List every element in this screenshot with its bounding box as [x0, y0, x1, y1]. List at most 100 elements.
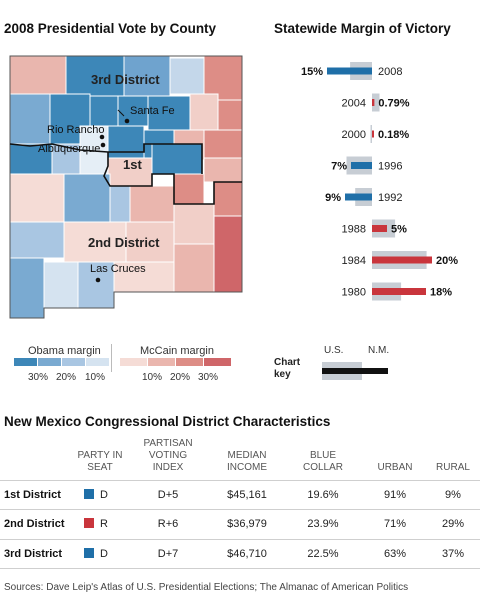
- year-label: 1988: [342, 224, 366, 236]
- value-label: 0.18%: [378, 129, 409, 141]
- legend-swatch-obama: [14, 358, 37, 366]
- district-border: [108, 143, 203, 174]
- legend-tick: 30%: [198, 372, 219, 383]
- county: [9, 257, 45, 319]
- legend-tick: 10%: [142, 372, 163, 383]
- city-dot-albuquerque: [100, 142, 106, 148]
- value-label: 0.79%: [378, 98, 409, 110]
- margin-chart: 2008 15% 2004 0.79% 2000 0.18% 1996 7% 1992 9% 198…: [301, 62, 458, 301]
- legend-swatch-obama: [38, 358, 61, 366]
- row-blue-collar: 19.6%: [307, 489, 339, 501]
- county: [9, 221, 65, 259]
- county: [9, 173, 65, 223]
- row-urban: 63%: [383, 548, 407, 560]
- row-divider: [0, 509, 480, 510]
- county-map: [9, 55, 243, 319]
- county: [9, 93, 51, 145]
- county: [107, 157, 153, 187]
- col-header-rural: RURAL: [436, 462, 470, 473]
- us-margin-bar: [370, 125, 372, 143]
- chart-key-title: Chart key: [274, 357, 301, 380]
- row-pvi: D+5: [157, 489, 179, 501]
- county: [217, 99, 243, 131]
- city-label-rio-rancho: Rio Rancho: [47, 124, 105, 136]
- state-outline: [9, 55, 243, 319]
- col-header-income: MEDIAN INCOME: [227, 450, 267, 473]
- year-label: 1996: [378, 161, 402, 173]
- district-borders: [9, 143, 242, 205]
- year-label: 2008: [378, 66, 402, 78]
- col-header-pvi: PARTISAN VOTING INDEX: [143, 438, 193, 473]
- legend-obama-label: Obama margin: [28, 345, 101, 357]
- county: [63, 173, 111, 223]
- county: [125, 221, 175, 263]
- legend-divider: [111, 344, 112, 372]
- value-label: 18%: [430, 287, 452, 299]
- nm-margin-bar: [372, 99, 375, 106]
- city-dot-rio-rancho: [99, 134, 105, 140]
- city-label-santa-fe: Santa Fe: [130, 105, 175, 117]
- row-pvi: D+7: [157, 548, 179, 560]
- value-label: 20%: [436, 255, 458, 267]
- row-party: D: [84, 548, 124, 560]
- map-title: 2008 Presidential Vote by County: [4, 21, 217, 36]
- santa-fe-leader: [117, 109, 125, 117]
- row-district: 2nd District: [4, 518, 65, 530]
- county-fills: [9, 55, 243, 319]
- us-margin-bar: [372, 93, 380, 112]
- county: [169, 57, 205, 95]
- year-label: 2000: [342, 129, 366, 141]
- nm-margin-bar: [372, 225, 387, 232]
- county: [109, 185, 131, 223]
- row-income: $36,979: [227, 518, 267, 530]
- county: [9, 143, 53, 175]
- row-blue-collar: 23.9%: [307, 518, 339, 530]
- county: [203, 157, 243, 183]
- city-dots: [95, 118, 130, 283]
- row-blue-collar: 22.5%: [307, 548, 339, 560]
- city-label-las-cruces: Las Cruces: [90, 263, 146, 275]
- source-note: Sources: Dave Leip's Atlas of U.S. Presi…: [4, 582, 409, 593]
- nm-margin-bar: [372, 130, 374, 138]
- year-label: 1984: [342, 255, 366, 267]
- county: [203, 55, 243, 101]
- city-label-albuquerque: Albuquerque: [38, 143, 101, 155]
- row-income: $45,161: [227, 489, 267, 501]
- legend-swatch-mccain: [176, 358, 203, 366]
- county: [77, 261, 115, 309]
- row-urban: 71%: [383, 518, 407, 530]
- year-label: 1980: [342, 287, 366, 299]
- county: [203, 129, 243, 159]
- chart-title: Statewide Margin of Victory: [274, 21, 451, 36]
- district-label-3rd: 3rd District: [91, 72, 160, 87]
- row-district: 3rd District: [4, 548, 63, 560]
- value-label: 9%: [325, 192, 341, 204]
- row-divider: [0, 539, 480, 540]
- city-dot-santa-fe: [124, 118, 130, 124]
- value-label: 15%: [301, 66, 323, 78]
- county: [9, 55, 67, 95]
- year-label: 2004: [342, 98, 366, 110]
- row-pvi: R+6: [157, 518, 179, 530]
- county: [63, 221, 127, 263]
- legend-tick: 30%: [28, 372, 49, 383]
- row-income: $46,710: [227, 548, 267, 560]
- legend-swatch-mccain: [120, 358, 147, 366]
- legend-swatch-mccain: [204, 358, 231, 366]
- county: [129, 185, 175, 223]
- legend-tick: 20%: [56, 372, 77, 383]
- row-rural: 29%: [441, 518, 465, 530]
- col-header-party: PARTY IN SEAT: [77, 450, 123, 473]
- row-district: 1st District: [4, 489, 61, 501]
- county: [173, 173, 205, 205]
- county: [43, 261, 79, 309]
- year-label: 1992: [378, 192, 402, 204]
- legend-tick: 10%: [85, 372, 106, 383]
- row-party: R: [84, 518, 124, 530]
- county: [173, 243, 215, 293]
- district-border: [103, 152, 242, 205]
- nm-margin-bar: [372, 288, 426, 295]
- party-code: D: [100, 548, 108, 560]
- legend-mccain-label: McCain margin: [140, 345, 214, 357]
- county: [113, 261, 175, 293]
